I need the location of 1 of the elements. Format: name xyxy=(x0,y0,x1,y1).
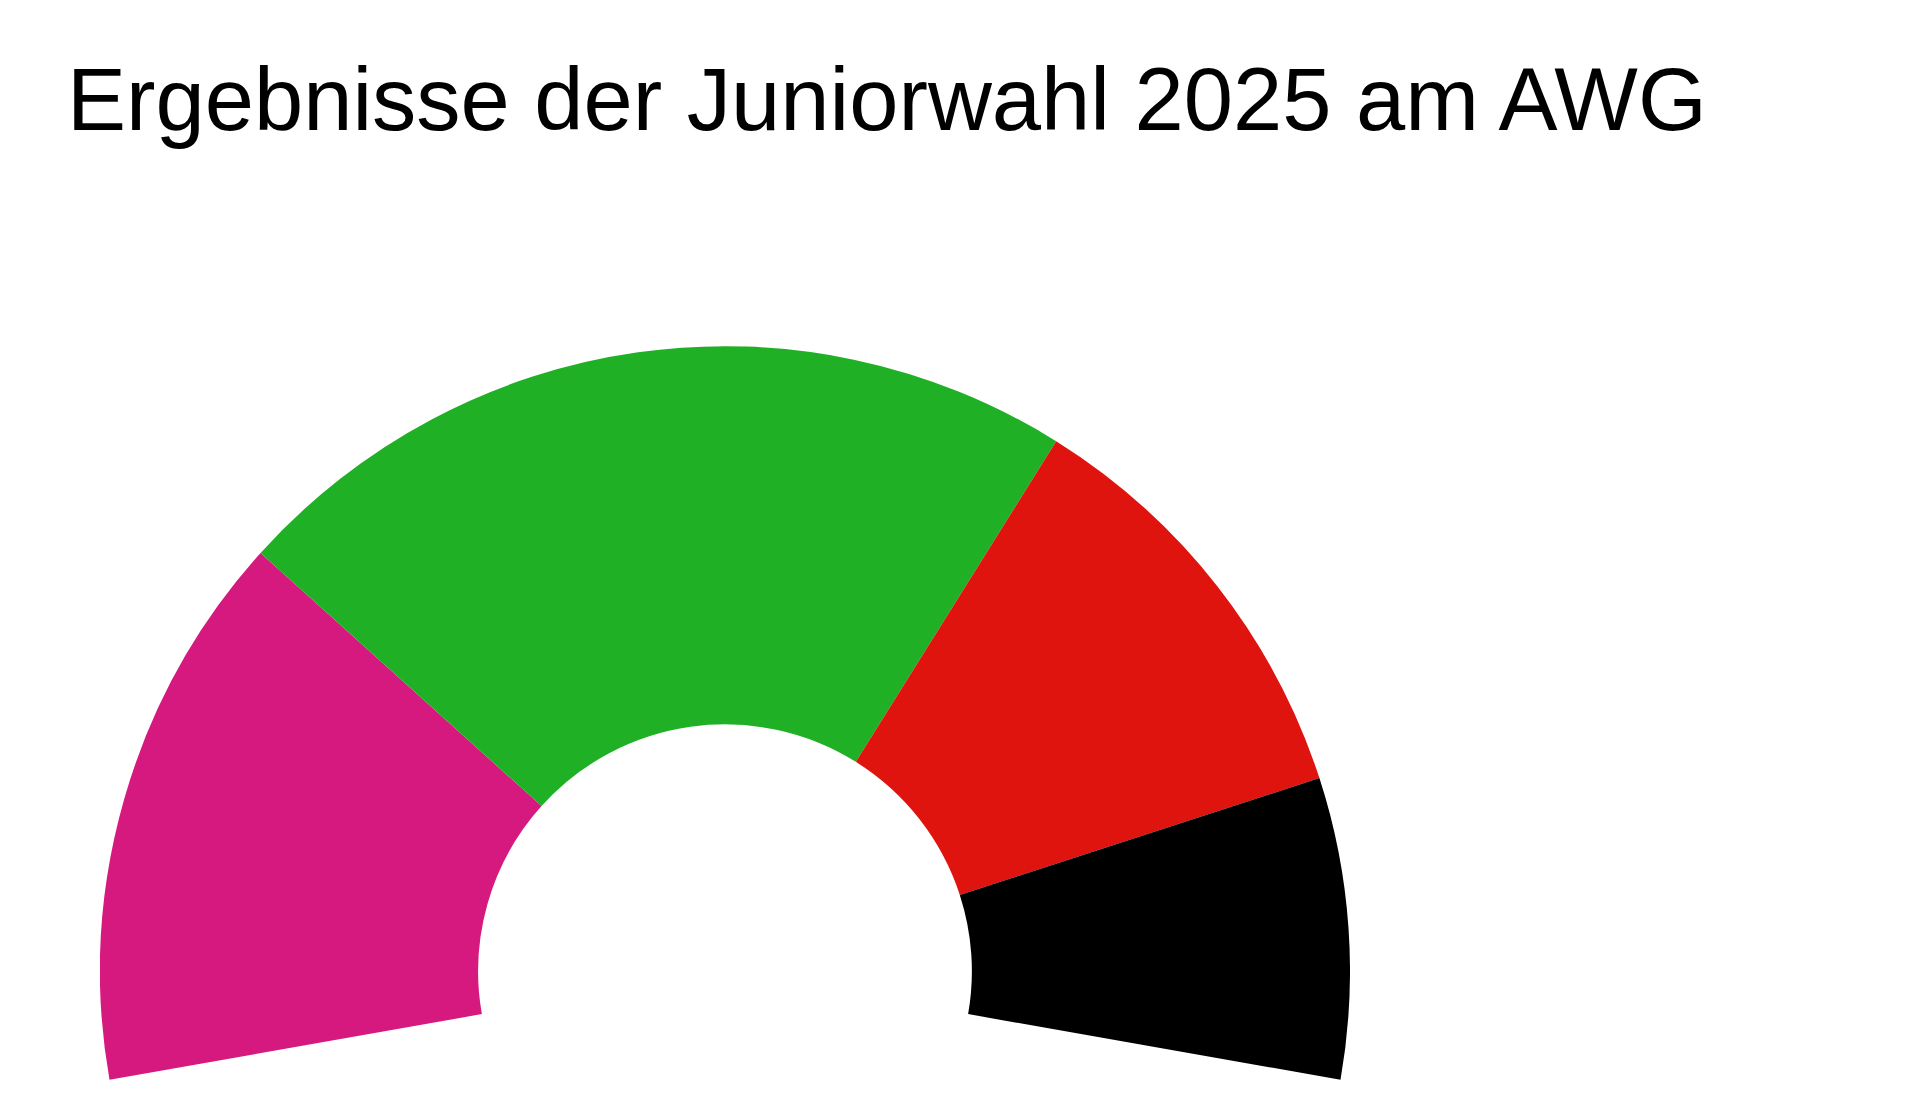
chart-title: Ergebnisse der Juniorwahl 2025 am AWG xyxy=(67,50,1707,149)
